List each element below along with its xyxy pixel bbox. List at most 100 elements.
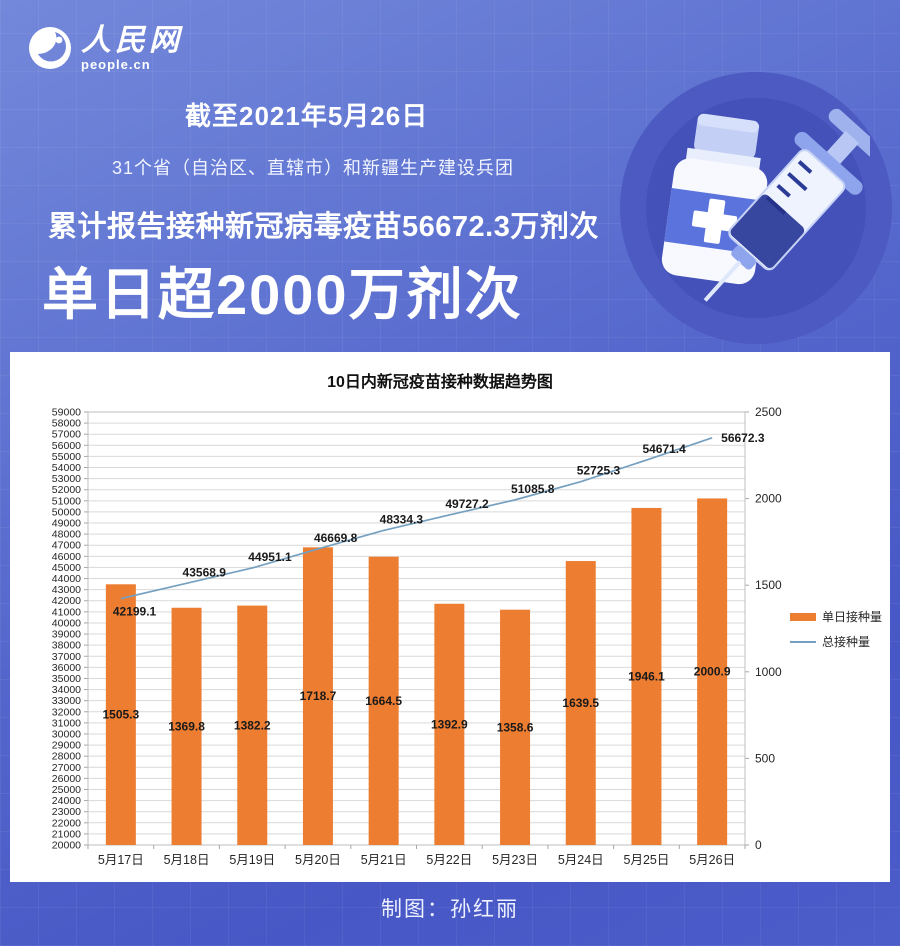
line-value-label: 48334.3	[380, 512, 424, 526]
right-axis-label: 1500	[755, 578, 782, 592]
line-value-label: 43568.9	[183, 565, 227, 579]
bar-value-label: 1946.1	[628, 669, 665, 683]
vaccine-vial-icon	[661, 113, 768, 285]
left-axis-label: 43000	[52, 584, 81, 596]
left-axis-label: 48000	[52, 529, 81, 541]
x-axis-label: 5月24日	[558, 853, 604, 867]
left-axis-label: 49000	[52, 518, 81, 530]
left-axis-label: 36000	[52, 662, 81, 674]
daily-bar	[171, 607, 202, 845]
left-axis-label: 32000	[52, 706, 81, 718]
left-axis-label: 22000	[52, 817, 81, 829]
legend-bar-swatch	[790, 612, 816, 621]
left-axis-label: 29000	[52, 740, 81, 752]
line-value-label: 49727.2	[445, 497, 489, 511]
people-cn-logo-swoosh-icon	[29, 27, 71, 69]
left-axis-label: 26000	[52, 773, 81, 785]
left-axis-label: 20000	[52, 840, 81, 852]
chart-panel: 10日内新冠疫苗接种数据趋势图 20000 21000 22000 23000 2400…	[10, 352, 890, 882]
left-axis-label: 37000	[52, 651, 81, 663]
right-axis-label: 2000	[755, 492, 782, 506]
x-axis-label: 5月25日	[624, 853, 670, 867]
x-axis-label: 5月21日	[361, 853, 407, 867]
line-value-label: 42199.1	[113, 605, 157, 619]
left-axis-label: 30000	[52, 728, 81, 740]
logo-text: 人民网 people.cn	[81, 24, 183, 73]
left-axis-label: 40000	[52, 617, 81, 629]
left-axis-label: 55000	[52, 451, 81, 463]
right-axis-label: 0	[755, 838, 762, 852]
credit-line: 制图：孙红丽	[381, 898, 519, 921]
combo-chart: 2000021000220002300024000250002600027000…	[52, 405, 782, 867]
bar-value-label: 1369.8	[168, 719, 205, 733]
bar-value-label: 1392.9	[431, 717, 468, 731]
bar-value-label: 1664.5	[365, 694, 402, 708]
bar-value-label: 1382.2	[234, 718, 271, 732]
left-axis-label: 25000	[52, 784, 81, 796]
daily-bar	[105, 584, 136, 845]
left-axis-label: 46000	[52, 551, 81, 563]
left-axis-label: 28000	[52, 751, 81, 763]
left-axis-label: 42000	[52, 595, 81, 607]
daily-bar	[500, 609, 531, 845]
x-axis-label: 5月26日	[689, 853, 735, 867]
left-axis-label: 38000	[52, 640, 81, 652]
people-cn-logo: 人民网 people.cn	[28, 26, 183, 72]
bar-value-label: 1718.7	[300, 689, 337, 703]
as-of-date-text: 截至2021年5月26日	[185, 101, 429, 131]
left-axis-label: 47000	[52, 540, 81, 552]
left-axis-label: 35000	[52, 673, 81, 685]
x-axis-label: 5月23日	[492, 853, 538, 867]
headline-text: 单日超2000万剂次	[42, 263, 523, 326]
left-axis-label: 23000	[52, 806, 81, 818]
line-value-label: 46669.8	[314, 531, 358, 545]
left-axis-label: 24000	[52, 795, 81, 807]
daily-bar	[697, 498, 728, 845]
daily-bar	[631, 507, 662, 845]
logo-brand-en: people.cn	[81, 57, 151, 72]
daily-bar	[565, 561, 596, 845]
left-axis-label: 52000	[52, 484, 81, 496]
bar-value-label: 1358.6	[497, 720, 534, 734]
x-axis-label: 5月22日	[426, 853, 472, 867]
left-axis-label: 34000	[52, 684, 81, 696]
bar-value-label: 1639.5	[562, 696, 599, 710]
bar-value-label: 2000.9	[694, 665, 731, 679]
logo-brand-cn: 人民网	[81, 24, 183, 57]
daily-bar	[368, 556, 399, 845]
legend-bar-label: 单日接种量	[822, 610, 883, 624]
x-axis-label: 5月18日	[164, 853, 210, 867]
legend-line-swatch	[790, 640, 816, 643]
right-axis-label: 2500	[755, 405, 782, 419]
right-axis-label: 1000	[755, 665, 782, 679]
left-axis-label: 41000	[52, 606, 81, 618]
right-axis-label: 500	[755, 751, 775, 765]
x-axis-label: 5月17日	[98, 853, 144, 867]
left-axis-label: 56000	[52, 440, 81, 452]
x-axis-label: 5月19日	[229, 853, 275, 867]
syringe-icon	[703, 108, 870, 302]
left-axis-label: 53000	[52, 473, 81, 485]
left-axis-label: 39000	[52, 629, 81, 641]
cumulative-doses-text: 累计报告接种新冠病毒疫苗56672.3万剂次	[48, 211, 599, 243]
left-axis-label: 45000	[52, 562, 81, 574]
chart-legend: 单日接种量 总接种量	[790, 608, 882, 650]
left-axis-label: 27000	[52, 762, 81, 774]
line-value-label: 51085.8	[511, 482, 555, 496]
daily-bar	[302, 547, 333, 845]
left-axis-label: 33000	[52, 695, 81, 707]
x-axis-label: 5月20日	[295, 853, 341, 867]
scope-text: 31个省（自治区、直辖市）和新疆生产建设兵团	[112, 158, 515, 178]
legend-entry-bars: 单日接种量	[790, 608, 882, 625]
total-line	[120, 437, 713, 600]
daily-bar	[434, 603, 465, 845]
bar-value-label: 1505.3	[102, 708, 139, 722]
left-axis-label: 57000	[52, 429, 81, 441]
left-axis-label: 59000	[52, 407, 81, 419]
left-axis-label: 31000	[52, 717, 81, 729]
left-axis-label: 54000	[52, 462, 81, 474]
left-axis-label: 50000	[52, 506, 81, 518]
daily-bar	[237, 605, 268, 845]
left-axis-label: 44000	[52, 573, 81, 585]
